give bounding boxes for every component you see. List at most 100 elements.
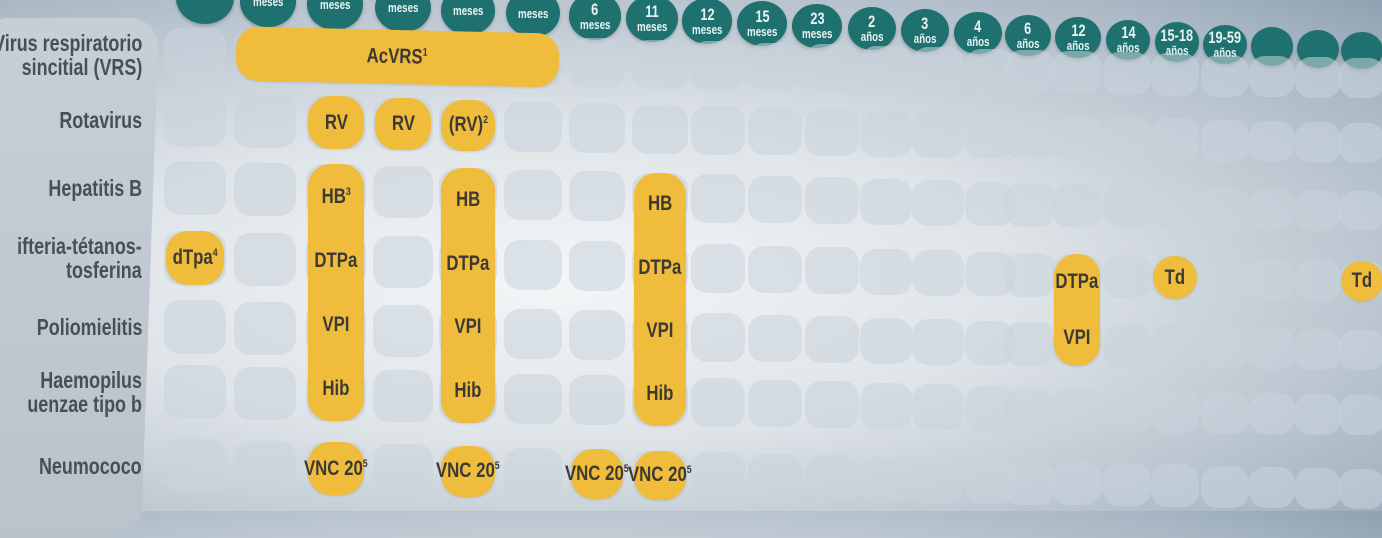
column-header-unit: meses <box>517 5 549 21</box>
vaccine-label: DTPa <box>638 255 682 279</box>
row-label: Rotavirus <box>59 107 142 133</box>
empty-cell <box>1294 57 1342 98</box>
vaccine-label: VPI <box>1063 326 1091 350</box>
empty-cell <box>748 379 802 428</box>
empty-cell <box>632 39 688 89</box>
vaccine-name: DTPa <box>1056 270 1099 294</box>
column-header: meses <box>306 0 363 30</box>
vaccine-name: AcVRS1 <box>367 44 428 69</box>
vaccine-label: VNC 20 <box>565 462 624 486</box>
empty-cell <box>1248 258 1296 301</box>
vaccine-label: AcVRS <box>367 43 424 68</box>
empty-cell <box>504 373 562 424</box>
empty-cell <box>373 370 433 423</box>
empty-cell <box>1102 255 1152 299</box>
empty-cell <box>632 104 688 154</box>
vaccine-pill: VNC 205 <box>436 445 500 498</box>
empty-cell <box>748 245 802 294</box>
empty-cell <box>805 109 859 157</box>
empty-cell <box>164 364 226 420</box>
empty-cell <box>1052 461 1102 506</box>
column-header-number: 6 <box>591 0 599 19</box>
vaccine-label: RV <box>324 110 348 134</box>
column-header: 12 meses <box>681 0 733 44</box>
empty-cell <box>1201 465 1249 508</box>
empty-cell <box>1052 115 1102 160</box>
empty-cell <box>234 301 296 356</box>
vaccine-label: HB <box>647 192 673 216</box>
column-header-number: 14 <box>1120 23 1136 43</box>
vaccine-name: RV <box>391 112 414 136</box>
column-header-unit: meses <box>252 0 284 9</box>
empty-cell <box>1150 186 1200 229</box>
empty-cell <box>1339 395 1382 436</box>
empty-cell <box>1150 118 1200 161</box>
vaccine-name: VNC 205 <box>565 462 629 486</box>
empty-cell <box>1004 321 1056 366</box>
vaccine-label: DTPa <box>446 251 490 275</box>
vaccine-pill: HB3 DTPa VPI Hib <box>307 164 364 422</box>
vaccine-pill: RV <box>375 98 431 151</box>
empty-cell <box>1004 182 1056 227</box>
vaccine-label: VPI <box>322 312 350 336</box>
vaccine-pill: HB DTPa VPI Hib <box>634 172 686 426</box>
empty-cell <box>912 47 964 93</box>
row-label: Virus respiratorio sincitial (VRS) <box>0 30 143 80</box>
empty-cell <box>164 438 226 494</box>
column-header-unit: meses <box>579 16 611 32</box>
vaccine-name: VPI <box>646 319 673 343</box>
column-header-number: 6 <box>1024 18 1032 38</box>
empty-cell <box>859 110 913 157</box>
vaccine-label: VNC 20 <box>436 459 495 483</box>
empty-cell <box>1248 327 1296 370</box>
empty-cell <box>1102 389 1152 433</box>
vaccine-label: Hib <box>454 379 482 403</box>
column-header-unit: años <box>966 33 990 49</box>
empty-cell <box>1339 191 1382 232</box>
vaccine-label: DTPa <box>1055 269 1099 293</box>
footnote-marker: 3 <box>345 185 351 198</box>
empty-cell <box>1052 50 1102 95</box>
empty-cell <box>1248 120 1296 163</box>
empty-cell <box>690 174 746 223</box>
vaccine-label: HB <box>321 184 346 208</box>
empty-cell <box>690 452 746 501</box>
empty-cell <box>164 92 226 148</box>
column-header: 23 meses <box>792 3 842 49</box>
empty-cell <box>748 42 802 91</box>
empty-cell <box>805 381 859 429</box>
empty-cell <box>1339 330 1382 371</box>
row-label: Poliomielitis <box>36 314 142 340</box>
empty-cell <box>748 314 802 363</box>
empty-cell <box>504 169 562 220</box>
empty-cell <box>690 378 746 427</box>
empty-cell <box>568 38 626 88</box>
vaccine-label: VNC 20 <box>304 456 363 480</box>
vaccine-name: DTPa <box>447 252 490 276</box>
vaccine-label: VPI <box>454 315 482 339</box>
empty-cell <box>504 447 562 498</box>
column-header: meses <box>239 0 297 27</box>
vaccine-label: DTPa <box>314 248 358 272</box>
vaccine-name: Hib <box>454 379 481 403</box>
empty-cell <box>690 244 746 293</box>
column-header-unit: años <box>1116 40 1140 56</box>
vaccine-pill: HB DTPa VPI Hib <box>440 167 496 424</box>
vaccine-name: HB <box>648 192 672 216</box>
vaccine-label: Td <box>1164 265 1186 289</box>
empty-cell <box>164 299 226 355</box>
vaccine-label: VNC 20 <box>628 463 687 487</box>
empty-cell <box>1294 190 1342 231</box>
column-header-unit: años <box>1016 35 1040 51</box>
empty-cell <box>748 175 802 224</box>
column-header-number: 12 <box>1070 21 1086 41</box>
column-header-number: 12 <box>699 4 715 24</box>
empty-cell <box>1102 117 1152 161</box>
vaccine-name: HB <box>456 188 480 212</box>
vaccine-name: VPI <box>454 315 481 339</box>
vaccine-label: (RV) <box>448 113 483 137</box>
empty-cell <box>1294 394 1342 435</box>
empty-cell <box>504 101 562 152</box>
vaccine-label: Td <box>1351 269 1373 293</box>
vaccine-label: dTpa <box>172 245 213 269</box>
